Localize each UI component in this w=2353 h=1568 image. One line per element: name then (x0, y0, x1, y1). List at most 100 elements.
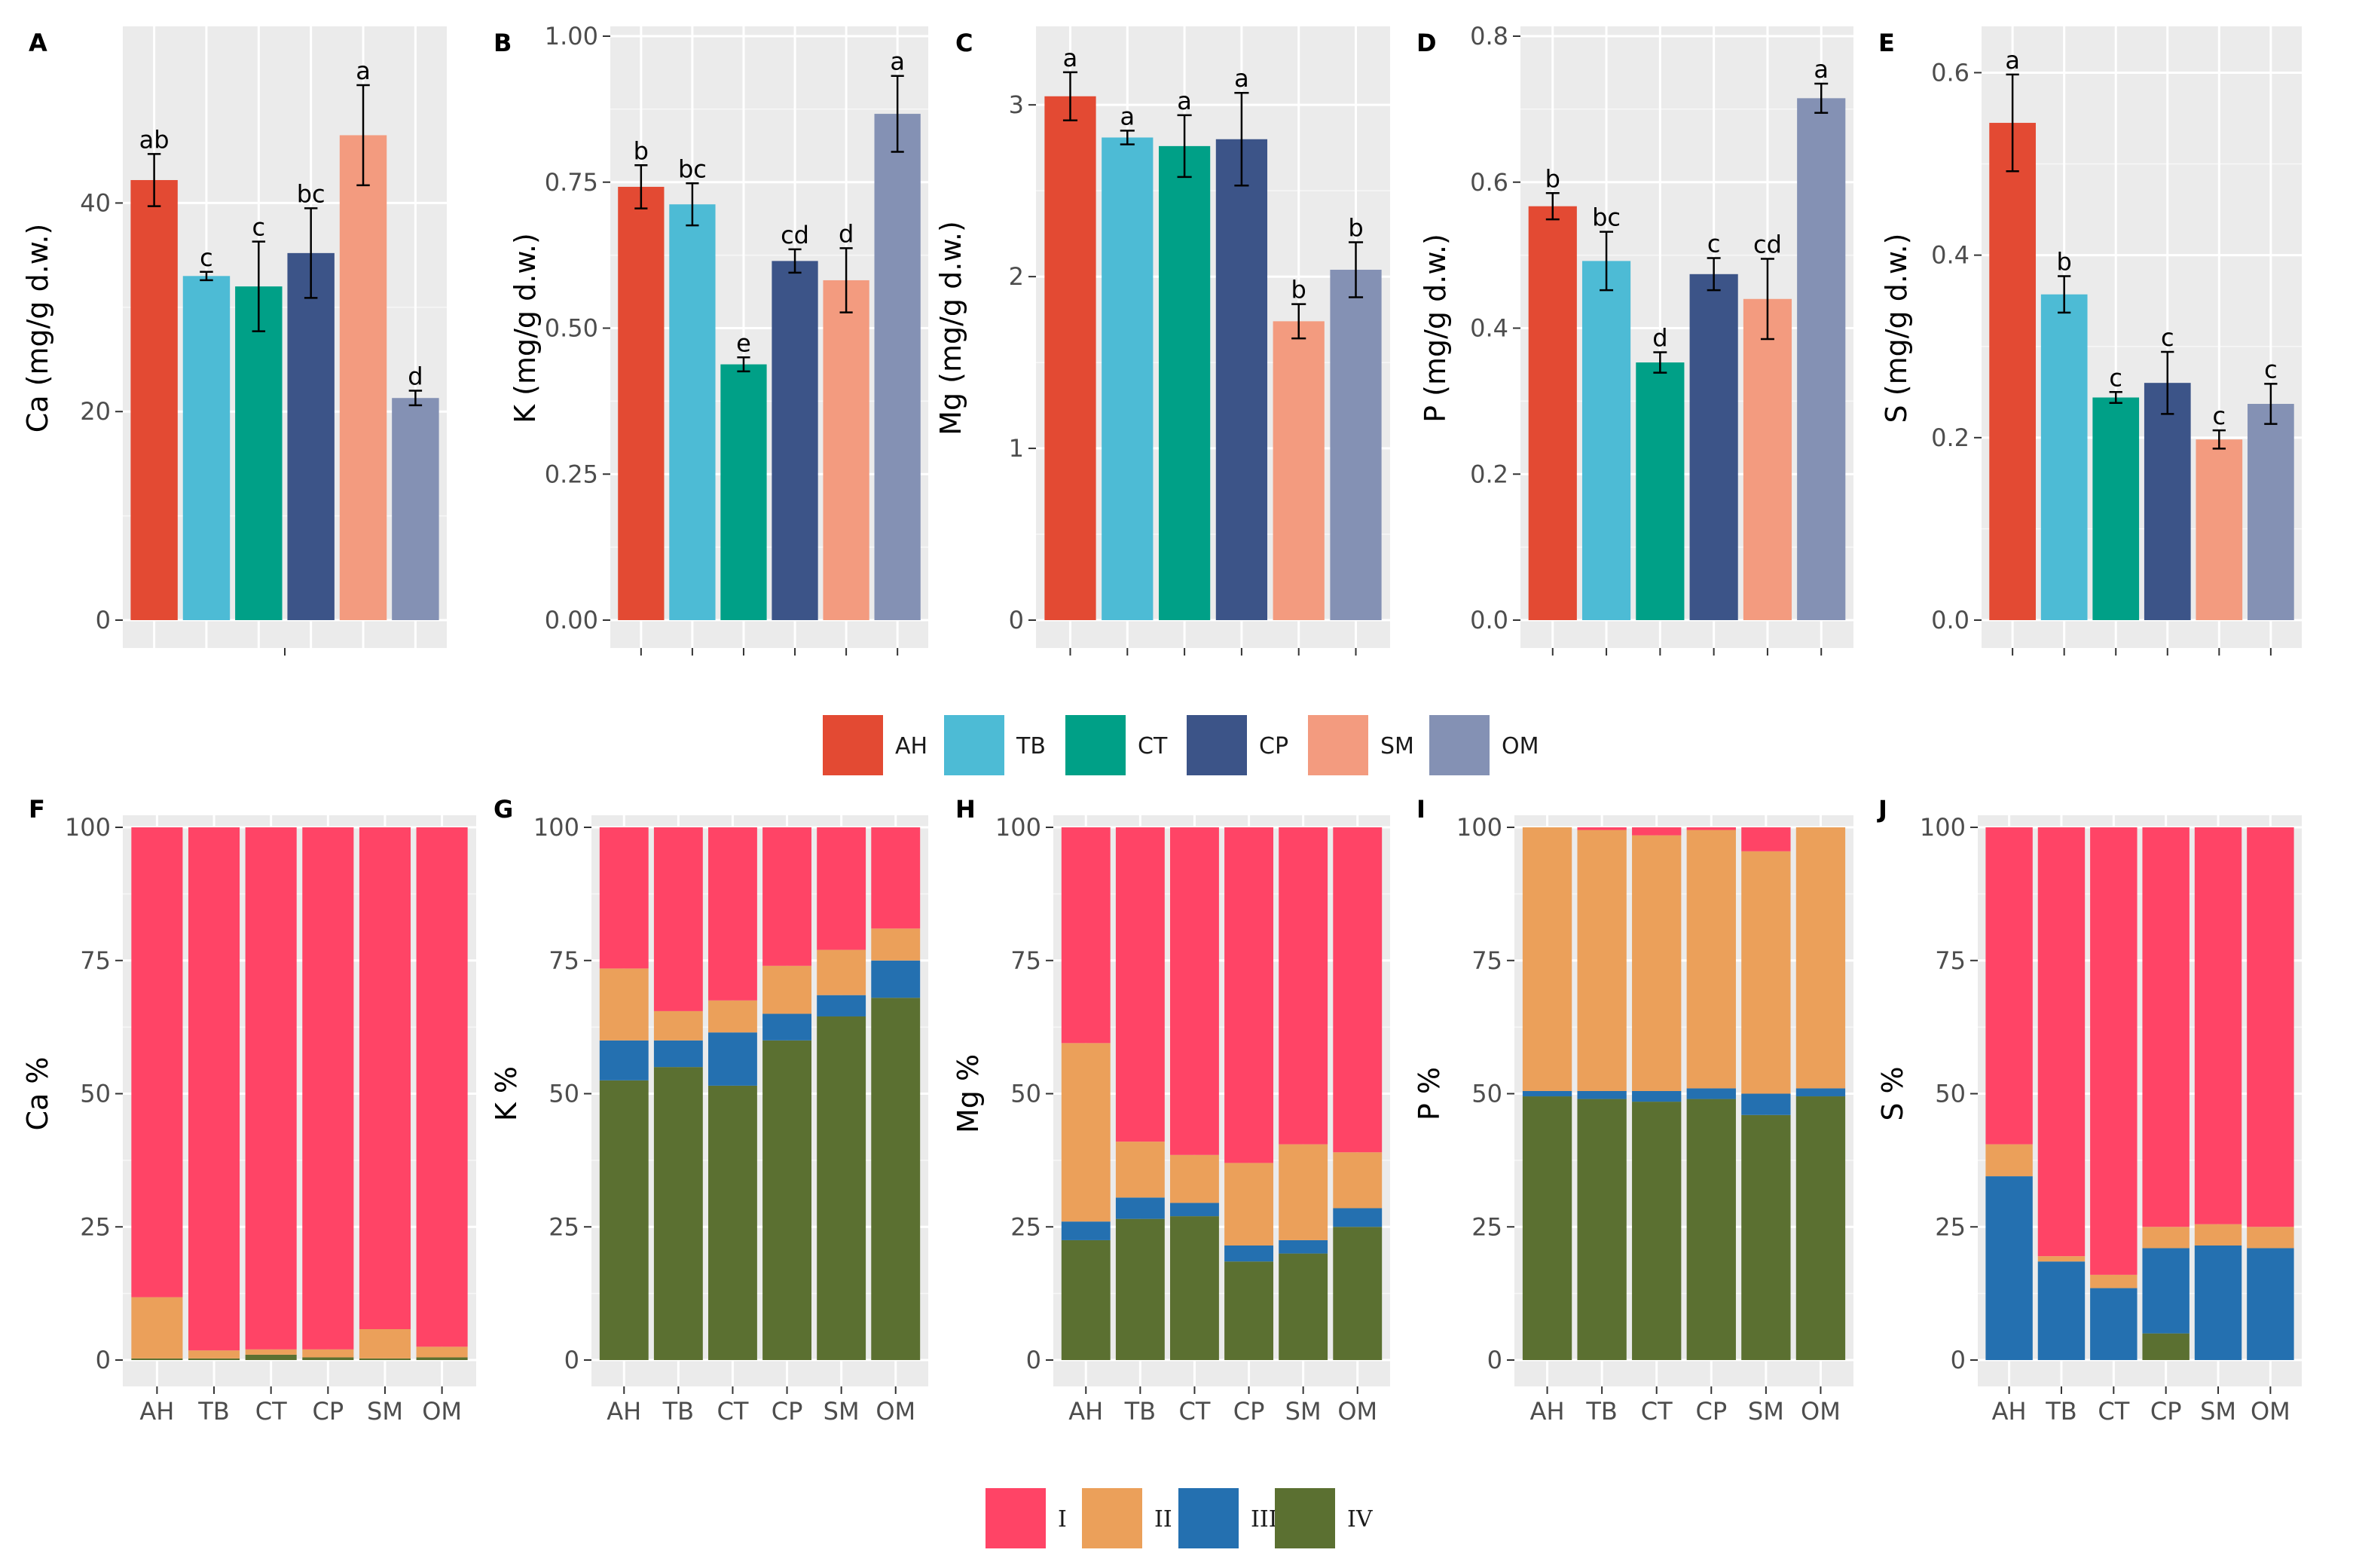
panel-letter-A: A (29, 29, 47, 57)
stack-segment-IV-SM (1279, 1253, 1328, 1360)
y-axis-title: S % (1876, 1066, 1909, 1120)
stack-segment-IV-CP (762, 1040, 811, 1360)
stack-segment-III-AH (1522, 1090, 1572, 1097)
bar-CP (772, 261, 818, 620)
x-tick-label: SM (1285, 1397, 1322, 1426)
y-tick-label: 0.0 (1470, 606, 1508, 634)
bar-CP (287, 252, 335, 620)
stack-segment-III-SM (1279, 1239, 1328, 1254)
x-tick-label: SM (2200, 1397, 2236, 1426)
bar-TB (669, 204, 716, 620)
y-tick-label: 100 (1920, 813, 1966, 842)
x-tick-label: CP (772, 1397, 803, 1426)
y-tick-label: 75 (1471, 946, 1502, 975)
y-tick-label: 0.4 (1931, 241, 1969, 270)
stack-segment-II-TB (1115, 1142, 1165, 1198)
y-axis-title: Ca % (21, 1056, 54, 1130)
stack-segment-II-CT (2090, 1274, 2138, 1288)
concentration-panel-A: ab c c bc a d 0 20 40 Ca (mg/g d.w.) A (21, 26, 447, 656)
stack-segment-III-CT (708, 1032, 757, 1086)
fraction-panel-G: AH TB CT CP SM OM 0 25 50 75 100 K % G (490, 795, 928, 1426)
y-tick-label: 75 (549, 946, 579, 975)
stack-segment-I-CP (1686, 827, 1736, 830)
significance-letter: c (2213, 402, 2226, 430)
stack-segment-I-AH (131, 827, 183, 1297)
legend-label-III: III (1251, 1506, 1278, 1533)
stack-segment-IV-CT (1632, 1102, 1682, 1360)
panel-letter-I: I (1416, 795, 1426, 824)
stack-segment-II-CP (762, 965, 811, 1014)
stack-segment-I-AH (599, 827, 649, 969)
y-tick-label: 0.25 (545, 460, 598, 488)
stack-segment-III-CP (2142, 1248, 2190, 1334)
y-tick-label: 0 (1487, 1346, 1502, 1374)
y-tick-label: 100 (65, 813, 111, 842)
x-tick-label: SM (367, 1397, 403, 1426)
legend-key-CT (1065, 715, 1126, 775)
stack-segment-I-CP (302, 827, 354, 1349)
significance-letter: d (839, 219, 854, 248)
stack-segment-I-SM (1279, 827, 1328, 1145)
bar-AH (1989, 123, 2036, 620)
stack-segment-I-AH (1061, 827, 1111, 1044)
x-tick-label: TB (197, 1397, 230, 1426)
bar-TB (1581, 261, 1631, 620)
stack-segment-I-OM (416, 827, 468, 1347)
y-tick-label: 0 (96, 1346, 111, 1374)
legend-label-AH: AH (895, 733, 927, 760)
significance-letter: cd (781, 221, 809, 249)
y-tick-label: 0 (96, 606, 111, 634)
significance-letter: a (1234, 64, 1249, 93)
y-axis-title: Mg (mg/g d.w.) (934, 221, 967, 436)
stack-segment-IV-SM (359, 1358, 411, 1360)
x-tick-label: CT (1179, 1397, 1211, 1426)
significance-letter: a (2005, 46, 2020, 75)
stack-segment-I-OM (1333, 827, 1383, 1153)
stack-segment-III-SM (2194, 1245, 2242, 1360)
panel-letter-D: D (1416, 29, 1437, 57)
bar-CT (1158, 145, 1211, 621)
bar-CT (1636, 362, 1685, 620)
stack-segment-IV-CT (708, 1085, 757, 1360)
concentration-panel-C: a a a a b b 0 1 2 3 Mg (mg/g d.w.) C (934, 26, 1390, 656)
stack-segment-II-OM (1795, 827, 1846, 1089)
stack-segment-II-TB (653, 1010, 703, 1041)
stack-segment-I-SM (1741, 827, 1791, 851)
stack-segment-III-AH (599, 1040, 649, 1080)
bar-OM (1797, 98, 1846, 620)
significance-letter: d (1652, 323, 1667, 352)
x-tick-label: CT (717, 1397, 749, 1426)
stack-segment-I-TB (2037, 827, 2086, 1257)
bar-AH (618, 186, 665, 620)
significance-letter: a (1177, 87, 1192, 115)
stack-segment-III-TB (1115, 1197, 1165, 1219)
bar-OM (874, 114, 921, 620)
stack-segment-IV-CP (1686, 1099, 1736, 1360)
stack-segment-IV-CT (245, 1354, 297, 1360)
x-tick-label: CT (255, 1397, 287, 1426)
x-tick-label: CP (2150, 1397, 2182, 1426)
bar-AH (1044, 96, 1096, 620)
y-tick-label: 50 (1935, 1080, 1966, 1108)
significance-letter: a (356, 57, 371, 85)
legend-key-SM (1308, 715, 1368, 775)
stack-segment-I-CT (2090, 827, 2138, 1275)
stack-segment-I-CP (762, 827, 811, 966)
stack-segment-II-CT (245, 1349, 297, 1355)
legend-key-II (1082, 1488, 1142, 1548)
bar-CT (2092, 397, 2140, 620)
treatment-legend: AH TB CT CP SM OM (823, 715, 1539, 775)
stack-segment-III-CP (762, 1013, 811, 1041)
stack-segment-II-AH (1061, 1043, 1111, 1222)
y-axis-title: K (mg/g d.w.) (509, 233, 542, 423)
legend-key-III (1178, 1488, 1239, 1548)
stack-segment-III-SM (1741, 1093, 1791, 1115)
significance-letter: b (634, 136, 649, 165)
stack-segment-IV-OM (416, 1357, 468, 1360)
fraction-panel-I: AH TB CT CP SM OM 0 25 50 75 100 P % I (1413, 795, 1853, 1426)
y-tick-label: 100 (533, 813, 579, 842)
y-tick-label: 50 (1471, 1080, 1502, 1108)
bar-SM (823, 280, 869, 620)
x-tick-label: CP (1233, 1397, 1265, 1426)
x-tick-label: TB (1124, 1397, 1157, 1426)
